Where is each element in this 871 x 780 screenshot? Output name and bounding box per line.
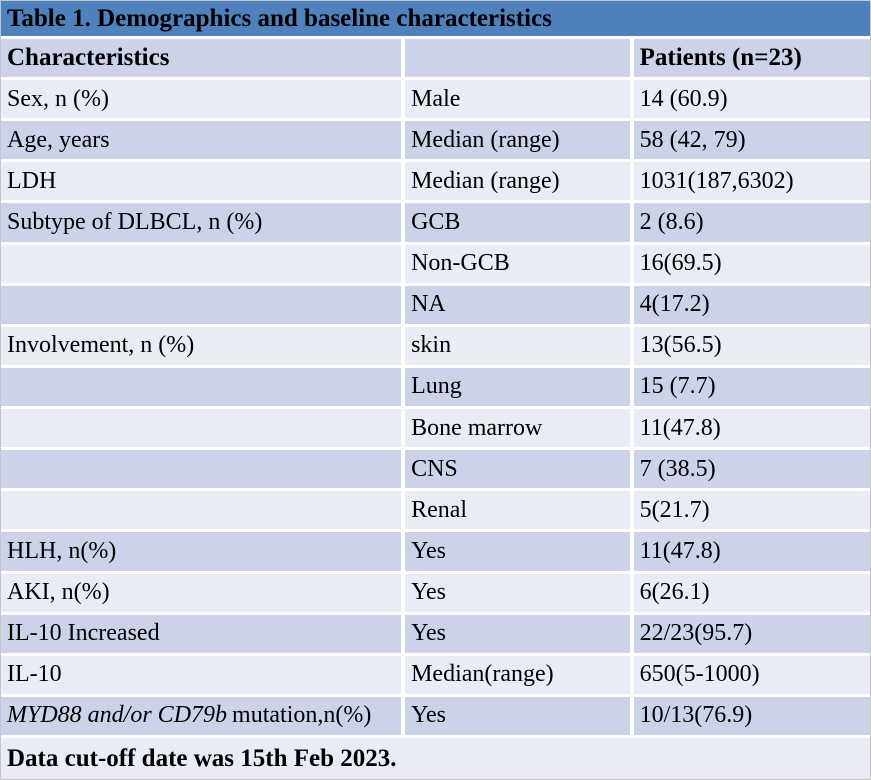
table-row: NA 4(17.2) bbox=[1, 285, 870, 327]
category-cell: GCB bbox=[405, 203, 634, 245]
table-header-row: Characteristics Patients (n=23) bbox=[1, 39, 870, 80]
value-cell: 15 (7.7) bbox=[633, 367, 870, 409]
characteristic-cell: Involvement, n (%) bbox=[1, 326, 406, 368]
table-row: Subtype of DLBCL, n (%) GCB 2 (8.6) bbox=[1, 203, 870, 245]
table-row: CNS 7 (38.5) bbox=[1, 450, 870, 492]
table-title-row: Table 1. Demographics and baseline chara… bbox=[1, 1, 870, 39]
category-cell: Median (range) bbox=[405, 121, 634, 163]
table-row: LDH Median (range) 1031(187,6302) bbox=[1, 162, 870, 204]
category-cell: Median (range) bbox=[405, 162, 634, 204]
table-row: Involvement, n (%) skin 13(56.5) bbox=[1, 326, 870, 368]
value-cell: 5(21.7) bbox=[633, 491, 870, 533]
characteristic-cell bbox=[1, 244, 406, 286]
table-row: HLH, n(%) Yes 11(47.8) bbox=[1, 532, 870, 574]
value-cell: 13(56.5) bbox=[633, 326, 870, 368]
characteristic-cell bbox=[1, 491, 406, 533]
characteristic-cell: AKI, n(%) bbox=[1, 573, 406, 615]
value-cell: 7 (38.5) bbox=[633, 450, 870, 492]
category-cell: Male bbox=[405, 80, 634, 122]
value-cell: 11(47.8) bbox=[633, 409, 870, 451]
table-row: AKI, n(%) Yes 6(26.1) bbox=[1, 573, 870, 615]
table-row: Age, years Median (range) 58 (42, 79) bbox=[1, 121, 870, 163]
category-cell: NA bbox=[405, 285, 634, 327]
category-cell: skin bbox=[405, 326, 634, 368]
characteristic-cell: Sex, n (%) bbox=[1, 80, 406, 122]
value-cell: 14 (60.9) bbox=[633, 80, 870, 122]
table-row: MYD88 and/or CD79b mutation,n(%) Yes 10/1… bbox=[1, 696, 870, 738]
table-row: Renal 5(21.7) bbox=[1, 491, 870, 533]
table-row: Non-GCB 16(69.5) bbox=[1, 244, 870, 286]
characteristic-cell bbox=[1, 450, 406, 492]
category-cell: Lung bbox=[405, 367, 634, 409]
table-row: Bone marrow 11(47.8) bbox=[1, 409, 870, 451]
value-cell: 22/23(95.7) bbox=[633, 614, 870, 656]
column-header-patients: Patients (n=23) bbox=[633, 39, 870, 80]
characteristic-cell: MYD88 and/or CD79b mutation,n(%) bbox=[1, 696, 406, 738]
table-row: Lung 15 (7.7) bbox=[1, 367, 870, 409]
category-cell: Renal bbox=[405, 491, 634, 533]
category-cell: Yes bbox=[405, 532, 634, 574]
characteristic-cell bbox=[1, 285, 406, 327]
characteristic-cell: IL-10 Increased bbox=[1, 614, 406, 656]
column-header-characteristics: Characteristics bbox=[1, 39, 406, 80]
value-cell: 650(5-1000) bbox=[633, 655, 870, 697]
category-cell: CNS bbox=[405, 450, 634, 492]
value-cell: 2 (8.6) bbox=[633, 203, 870, 245]
characteristic-cell: Subtype of DLBCL, n (%) bbox=[1, 203, 406, 245]
value-cell: 11(47.8) bbox=[633, 532, 870, 574]
characteristic-cell: HLH, n(%) bbox=[1, 532, 406, 574]
table-title: Table 1. Demographics and baseline chara… bbox=[1, 1, 870, 39]
value-cell: 58 (42, 79) bbox=[633, 121, 870, 163]
category-cell: Yes bbox=[405, 573, 634, 615]
characteristic-text: mutation,n(%) bbox=[232, 702, 372, 729]
value-cell: 4(17.2) bbox=[633, 285, 870, 327]
category-cell: Yes bbox=[405, 614, 634, 656]
value-cell: 6(26.1) bbox=[633, 573, 870, 615]
characteristic-cell bbox=[1, 409, 406, 451]
value-cell: 1031(187,6302) bbox=[633, 162, 870, 204]
category-cell: Yes bbox=[405, 696, 634, 738]
characteristic-cell bbox=[1, 367, 406, 409]
column-header-empty bbox=[405, 39, 634, 80]
category-cell: Median(range) bbox=[405, 655, 634, 697]
value-cell: 10/13(76.9) bbox=[633, 696, 870, 738]
category-cell: Non-GCB bbox=[405, 244, 634, 286]
category-cell: Bone marrow bbox=[405, 409, 634, 451]
characteristic-cell: LDH bbox=[1, 162, 406, 204]
gene-names-italic: MYD88 and/or CD79b bbox=[7, 702, 228, 729]
table-footnote-row: Data cut-off date was 15th Feb 2023. bbox=[1, 738, 870, 779]
characteristic-cell: IL-10 bbox=[1, 655, 406, 697]
characteristic-cell: Age, years bbox=[1, 121, 406, 163]
table-row: Sex, n (%) Male 14 (60.9) bbox=[1, 80, 870, 122]
table-row: IL-10 Increased Yes 22/23(95.7) bbox=[1, 614, 870, 656]
table-row: IL-10 Median(range) 650(5-1000) bbox=[1, 655, 870, 697]
table-footnote: Data cut-off date was 15th Feb 2023. bbox=[1, 738, 870, 779]
value-cell: 16(69.5) bbox=[633, 244, 870, 286]
